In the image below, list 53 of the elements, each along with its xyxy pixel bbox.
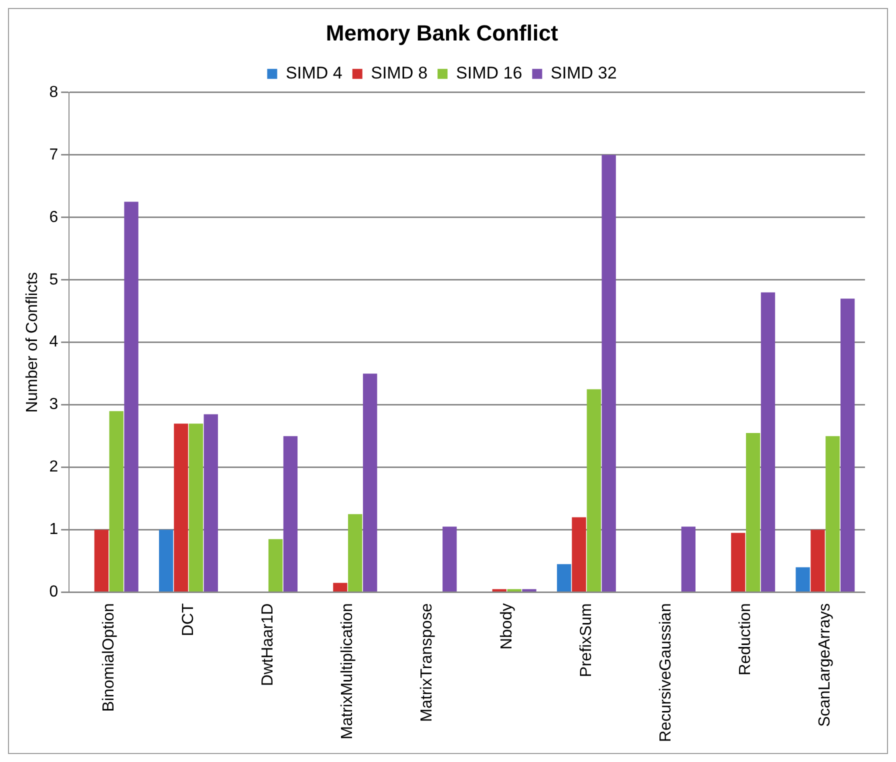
y-axis-title: Number of Conflicts <box>24 272 42 413</box>
y-tick-label: 2 <box>49 458 58 476</box>
x-tick-label: MatrixMultiplication <box>339 603 356 740</box>
x-tick-label: BinomialOption <box>100 603 118 712</box>
x-tick-label: RecursiveGaussian <box>657 603 674 742</box>
y-tick-label: 5 <box>49 271 58 288</box>
bar <box>731 532 746 592</box>
bar <box>204 414 218 592</box>
x-tick-label: MatrixTranspose <box>418 603 436 722</box>
bar <box>810 530 825 592</box>
bar <box>556 564 572 592</box>
bar <box>826 436 840 592</box>
bar <box>572 517 586 592</box>
bar <box>760 292 776 592</box>
legend-label: SIMD 8 <box>370 64 428 83</box>
bar <box>348 514 362 592</box>
bar <box>602 154 616 592</box>
x-tick-label: Reduction <box>737 603 754 676</box>
bar <box>362 374 378 592</box>
bar <box>283 436 298 592</box>
legend-label: SIMD 32 <box>550 64 617 83</box>
x-tick-label: DwtHaar1D <box>259 603 276 686</box>
bar <box>333 582 348 592</box>
bar <box>522 589 536 592</box>
bar <box>174 424 188 592</box>
x-tick-label: Nbody <box>498 603 516 650</box>
bar <box>124 202 138 592</box>
bar <box>94 530 109 592</box>
bar <box>681 526 696 592</box>
legend-label: SIMD 16 <box>456 64 522 83</box>
bar <box>507 589 522 592</box>
legend-label: SIMD 4 <box>286 64 342 83</box>
y-tick-label: 1 <box>49 521 58 538</box>
bar <box>442 526 457 592</box>
y-tick-label: 6 <box>49 208 58 226</box>
chart-title: Memory Bank Conflict <box>326 20 559 46</box>
x-tick-label: ScanLargeArrays <box>816 603 834 727</box>
bar <box>586 389 601 592</box>
y-tick-label: 3 <box>49 396 58 414</box>
x-tick-label: DCT <box>180 603 197 636</box>
bar <box>840 298 855 592</box>
bar <box>796 567 810 592</box>
bar <box>746 432 760 592</box>
y-tick-label: 0 <box>49 584 58 601</box>
bar <box>492 589 506 592</box>
x-tick-label: PrefixSum <box>578 603 595 678</box>
bar <box>188 424 204 592</box>
y-tick-label: 4 <box>49 334 58 351</box>
y-tick-label: 8 <box>49 84 58 101</box>
y-tick-label: 7 <box>49 146 58 164</box>
bar <box>159 530 174 592</box>
bar <box>268 539 283 592</box>
bar <box>109 411 124 592</box>
